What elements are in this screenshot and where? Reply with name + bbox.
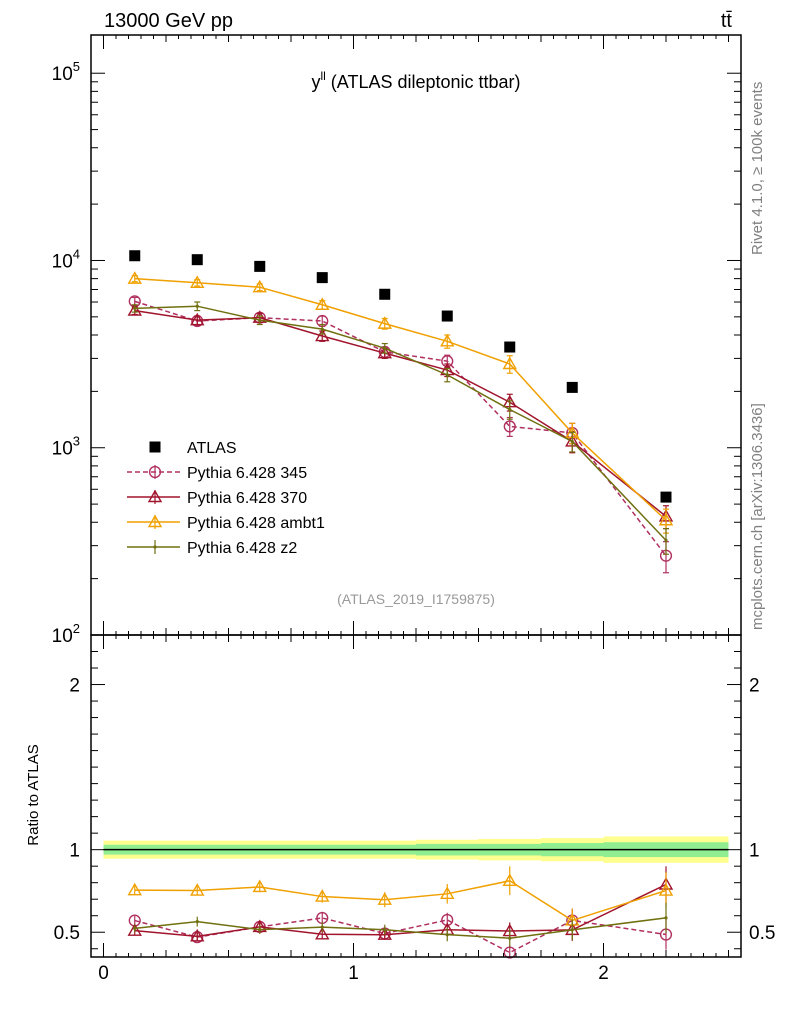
- y-tick-label-ratio: 1: [69, 841, 80, 862]
- marker-dot: [195, 920, 199, 924]
- marker-circle: [503, 946, 516, 959]
- ratio-ylabel: Ratio to ATLAS: [25, 744, 42, 845]
- axes: 0 1 2 102 103 104 105 0.5 0.5 1 1 2 2: [52, 34, 775, 984]
- marker-triangle: [127, 923, 142, 936]
- marker-square: [129, 250, 141, 262]
- x-tick-label: 2: [598, 963, 609, 984]
- marker-triangle: [377, 927, 392, 940]
- marker-dot: [445, 373, 449, 377]
- legend-label: Pythia 6.428 370: [187, 490, 307, 507]
- marker-dot: [664, 916, 668, 920]
- marker-triangle: [127, 882, 142, 896]
- y-tick-label-ratio-right: 2: [749, 676, 760, 697]
- legend-label: ATLAS: [187, 440, 237, 457]
- marker-square: [316, 272, 328, 284]
- series-line-ratio: [134, 917, 667, 954]
- y-tick-label-main: 104: [52, 246, 80, 272]
- series-line-ratio: [134, 917, 667, 939]
- marker-triangle: [190, 275, 205, 289]
- series-line-ratio: [134, 879, 667, 922]
- marker-square: [504, 341, 516, 353]
- marker-triangle: [147, 514, 163, 528]
- y-tick-label-ratio: 2: [69, 676, 80, 697]
- marker-triangle: [252, 879, 267, 893]
- marker-dot: [133, 926, 137, 930]
- process-label: tt̄: [721, 10, 733, 32]
- marker-triangle: [127, 303, 142, 316]
- marker-dot: [133, 306, 137, 310]
- marker-dot: [195, 304, 199, 308]
- title-superscript: ll: [320, 69, 325, 83]
- x-tick-label: 0: [98, 963, 109, 984]
- marker-dot: [258, 318, 262, 322]
- marker-triangle: [377, 345, 392, 359]
- marker-triangle: [315, 889, 330, 902]
- legend: ATLAS Pythia 6.428 345 Pythia 6.428 370 Pyt…: [127, 440, 325, 557]
- marker-triangle: [147, 489, 163, 503]
- series-line-main: [134, 309, 667, 517]
- marker-triangle: [315, 926, 330, 940]
- mc-series: [127, 271, 674, 959]
- legend-label: Pythia 6.428 345: [187, 465, 307, 482]
- marker-square: [149, 441, 161, 453]
- marker-triangle: [658, 883, 674, 896]
- marker-square: [660, 491, 672, 503]
- y-tick-label-main: 102: [52, 621, 80, 647]
- marker-dot: [570, 439, 574, 444]
- marker-triangle: [502, 873, 517, 886]
- y-tick-label-main: 103: [52, 434, 80, 460]
- mcplots-label: mcplots.cern.ch [arXiv:1306.3436]: [749, 403, 766, 630]
- marker-circle: [191, 931, 204, 944]
- rivet-version-label: Rivet 4.1.0, ≥ 100k events: [749, 82, 766, 255]
- legend-label: Pythia 6.428 z2: [187, 540, 297, 557]
- legend-label: Pythia 6.428 ambt1: [187, 515, 325, 532]
- marker-triangle: [658, 512, 674, 526]
- marker-dot: [508, 936, 512, 940]
- marker-triangle: [127, 271, 142, 284]
- marker-triangle: [440, 886, 455, 900]
- ratio-panel-frame: [90, 634, 742, 958]
- marker-dot: [320, 327, 324, 331]
- marker-circle: [503, 420, 516, 433]
- title-main: y: [311, 72, 320, 92]
- y-tick-label-ratio-right: 0.5: [749, 923, 775, 944]
- marker-triangle: [190, 883, 205, 896]
- y-tick-label-ratio-right: 1: [749, 841, 760, 862]
- marker-dot: [570, 928, 574, 932]
- marker-triangle: [377, 316, 392, 329]
- marker-dot: [153, 545, 157, 549]
- marker-dot: [508, 407, 512, 412]
- marker-circle: [148, 465, 162, 479]
- marker-triangle: [440, 333, 455, 347]
- y-tick-label-main: 105: [52, 59, 80, 85]
- data-markers: [129, 250, 672, 503]
- marker-square: [566, 381, 578, 393]
- marker-square: [379, 288, 391, 300]
- title-rest: (ATLAS dileptonic ttbar): [326, 72, 521, 92]
- plot-title: yll (ATLAS dileptonic ttbar): [311, 69, 520, 92]
- marker-dot: [383, 928, 387, 932]
- x-tick-label: 1: [348, 963, 359, 984]
- marker-square: [441, 310, 453, 322]
- marker-square: [191, 254, 203, 266]
- marker-dot: [383, 346, 387, 350]
- marker-triangle: [190, 928, 205, 942]
- marker-square: [254, 260, 266, 272]
- marker-triangle: [252, 279, 267, 293]
- y-tick-label-ratio: 0.5: [54, 923, 80, 944]
- collision-label: 13000 GeV pp: [104, 10, 233, 32]
- marker-triangle: [190, 312, 205, 326]
- series-line-main: [134, 277, 667, 521]
- marker-triangle: [502, 356, 517, 370]
- marker-dot: [258, 927, 262, 932]
- marker-dot: [320, 925, 324, 929]
- marker-triangle: [315, 297, 330, 310]
- marker-dot: [664, 538, 668, 543]
- marker-triangle: [377, 892, 392, 905]
- marker-dot: [445, 933, 449, 937]
- data-uncertainty-bands: [103, 836, 729, 863]
- analysis-label: (ATLAS_2019_I1759875): [337, 591, 495, 607]
- marker-triangle: [315, 328, 330, 342]
